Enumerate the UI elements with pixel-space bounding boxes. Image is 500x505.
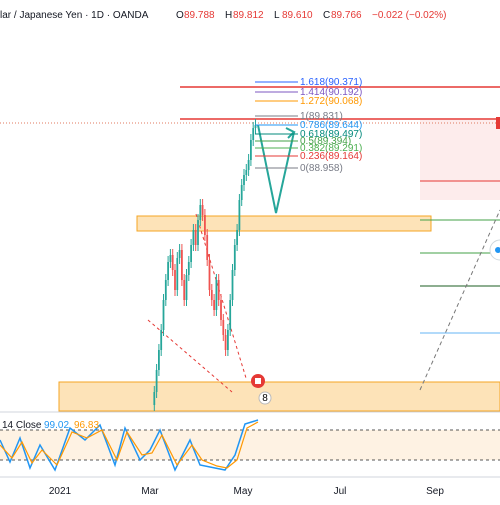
- ohlc-key: H: [225, 10, 232, 21]
- x-tick-label: May: [234, 486, 253, 497]
- osc-band: [0, 430, 500, 460]
- candle-body: [181, 250, 183, 280]
- candle-body: [178, 250, 181, 258]
- x-tick-label: Jul: [334, 486, 347, 497]
- candle-body: [254, 125, 257, 128]
- fib-label: 1.414(90.192): [300, 87, 362, 98]
- candle-body: [247, 160, 250, 170]
- price-tag: [496, 117, 500, 129]
- fib-label: 0.5(89.394): [300, 136, 351, 147]
- candle-body: [206, 235, 209, 260]
- candle-body: [187, 262, 190, 275]
- fibonacci: 1.618(90.371)1.414(90.192)1.272(90.068) 1…: [255, 77, 362, 174]
- ohlc-value: 89.610: [282, 10, 313, 21]
- scroll-dot: [495, 247, 500, 253]
- fib-label: 1.618(90.371): [300, 77, 362, 88]
- badge-text: 8: [262, 393, 268, 404]
- fib-label: 1(89.831): [300, 111, 343, 122]
- candle-body: [213, 300, 215, 310]
- candle-body: [169, 255, 172, 262]
- fib-label: 0.382(89.291): [300, 143, 362, 154]
- candle-body: [243, 175, 245, 185]
- candle-body: [167, 262, 169, 280]
- candle-body: [162, 300, 165, 330]
- osc-value: 96.83: [74, 420, 99, 431]
- ohlc-key: L: [274, 10, 280, 21]
- candle-body: [240, 185, 243, 200]
- candle-body: [174, 270, 176, 290]
- candle-body: [215, 280, 218, 310]
- candle-body: [231, 270, 234, 300]
- candle-body: [158, 350, 160, 370]
- ohlc: O 89.788 H 89.812 L 89.610 C 89.766: [176, 10, 362, 21]
- candle-body: [192, 230, 195, 245]
- candle-body: [204, 215, 206, 235]
- candle-body: [155, 370, 158, 392]
- pink-zone: [420, 120, 500, 200]
- osc-k: [0, 419, 259, 472]
- change: −0.022 (−0.02%): [372, 10, 447, 21]
- trend-line: [419, 209, 500, 391]
- arrow-head: [285, 127, 296, 139]
- projection: [257, 124, 295, 214]
- flag-icon: [255, 378, 261, 384]
- candle-body: [245, 170, 248, 175]
- osc-value: 99.02: [44, 420, 69, 431]
- event-badge[interactable]: [258, 391, 272, 405]
- x-axis: 2021 Mar May Jul Sep: [49, 486, 444, 497]
- candle-body: [208, 260, 211, 290]
- candle-body: [197, 220, 199, 245]
- candle-body: [250, 140, 252, 160]
- candle-body: [201, 205, 204, 215]
- candle-body: [190, 245, 192, 262]
- fib-label: 0.786(89.644): [300, 120, 362, 131]
- candle-body: [222, 320, 225, 335]
- symbol: lar / Japanese Yen · 1D · OANDA: [0, 10, 149, 21]
- candle-body: [164, 280, 167, 300]
- x-tick-label: Sep: [426, 486, 444, 497]
- fib-label: 1.272(90.068): [300, 96, 362, 107]
- candle-body: [233, 245, 236, 270]
- ohlc-key: C: [323, 10, 330, 21]
- candle-body: [210, 290, 213, 300]
- ohlc-value: 89.812: [233, 10, 264, 21]
- ohlc-value: 89.788: [184, 10, 215, 21]
- candle-body: [199, 205, 202, 220]
- fib-label: 0.236(89.164): [300, 151, 362, 162]
- candle-body: [224, 335, 227, 350]
- candle-body: [160, 330, 163, 350]
- candle-body: [220, 300, 222, 320]
- osc-label: 14 Close: [2, 420, 42, 431]
- ohlc-key: O: [176, 10, 184, 21]
- candle-body: [227, 330, 229, 350]
- osc-d: [0, 421, 259, 469]
- fib-label: 0.618(89.497): [300, 129, 362, 140]
- candle-body: [238, 200, 241, 230]
- candles: [153, 119, 257, 411]
- fib-label: 0(88.958): [300, 163, 343, 174]
- candle-body: [217, 280, 220, 300]
- supply-zone: [136, 215, 432, 232]
- candle-body: [153, 392, 156, 405]
- candle-body: [185, 275, 188, 300]
- ohlc-value: 89.766: [331, 10, 362, 21]
- candle-body: [171, 255, 174, 270]
- candle-body: [183, 280, 186, 300]
- candle-body: [252, 128, 255, 140]
- candle-body: [194, 230, 197, 245]
- demand-zone: [58, 381, 500, 412]
- candle-body: [176, 258, 179, 290]
- candle-body: [229, 300, 232, 330]
- x-tick-label: Mar: [141, 486, 159, 497]
- candle-body: [236, 230, 238, 245]
- x-tick-label: 2021: [49, 486, 72, 497]
